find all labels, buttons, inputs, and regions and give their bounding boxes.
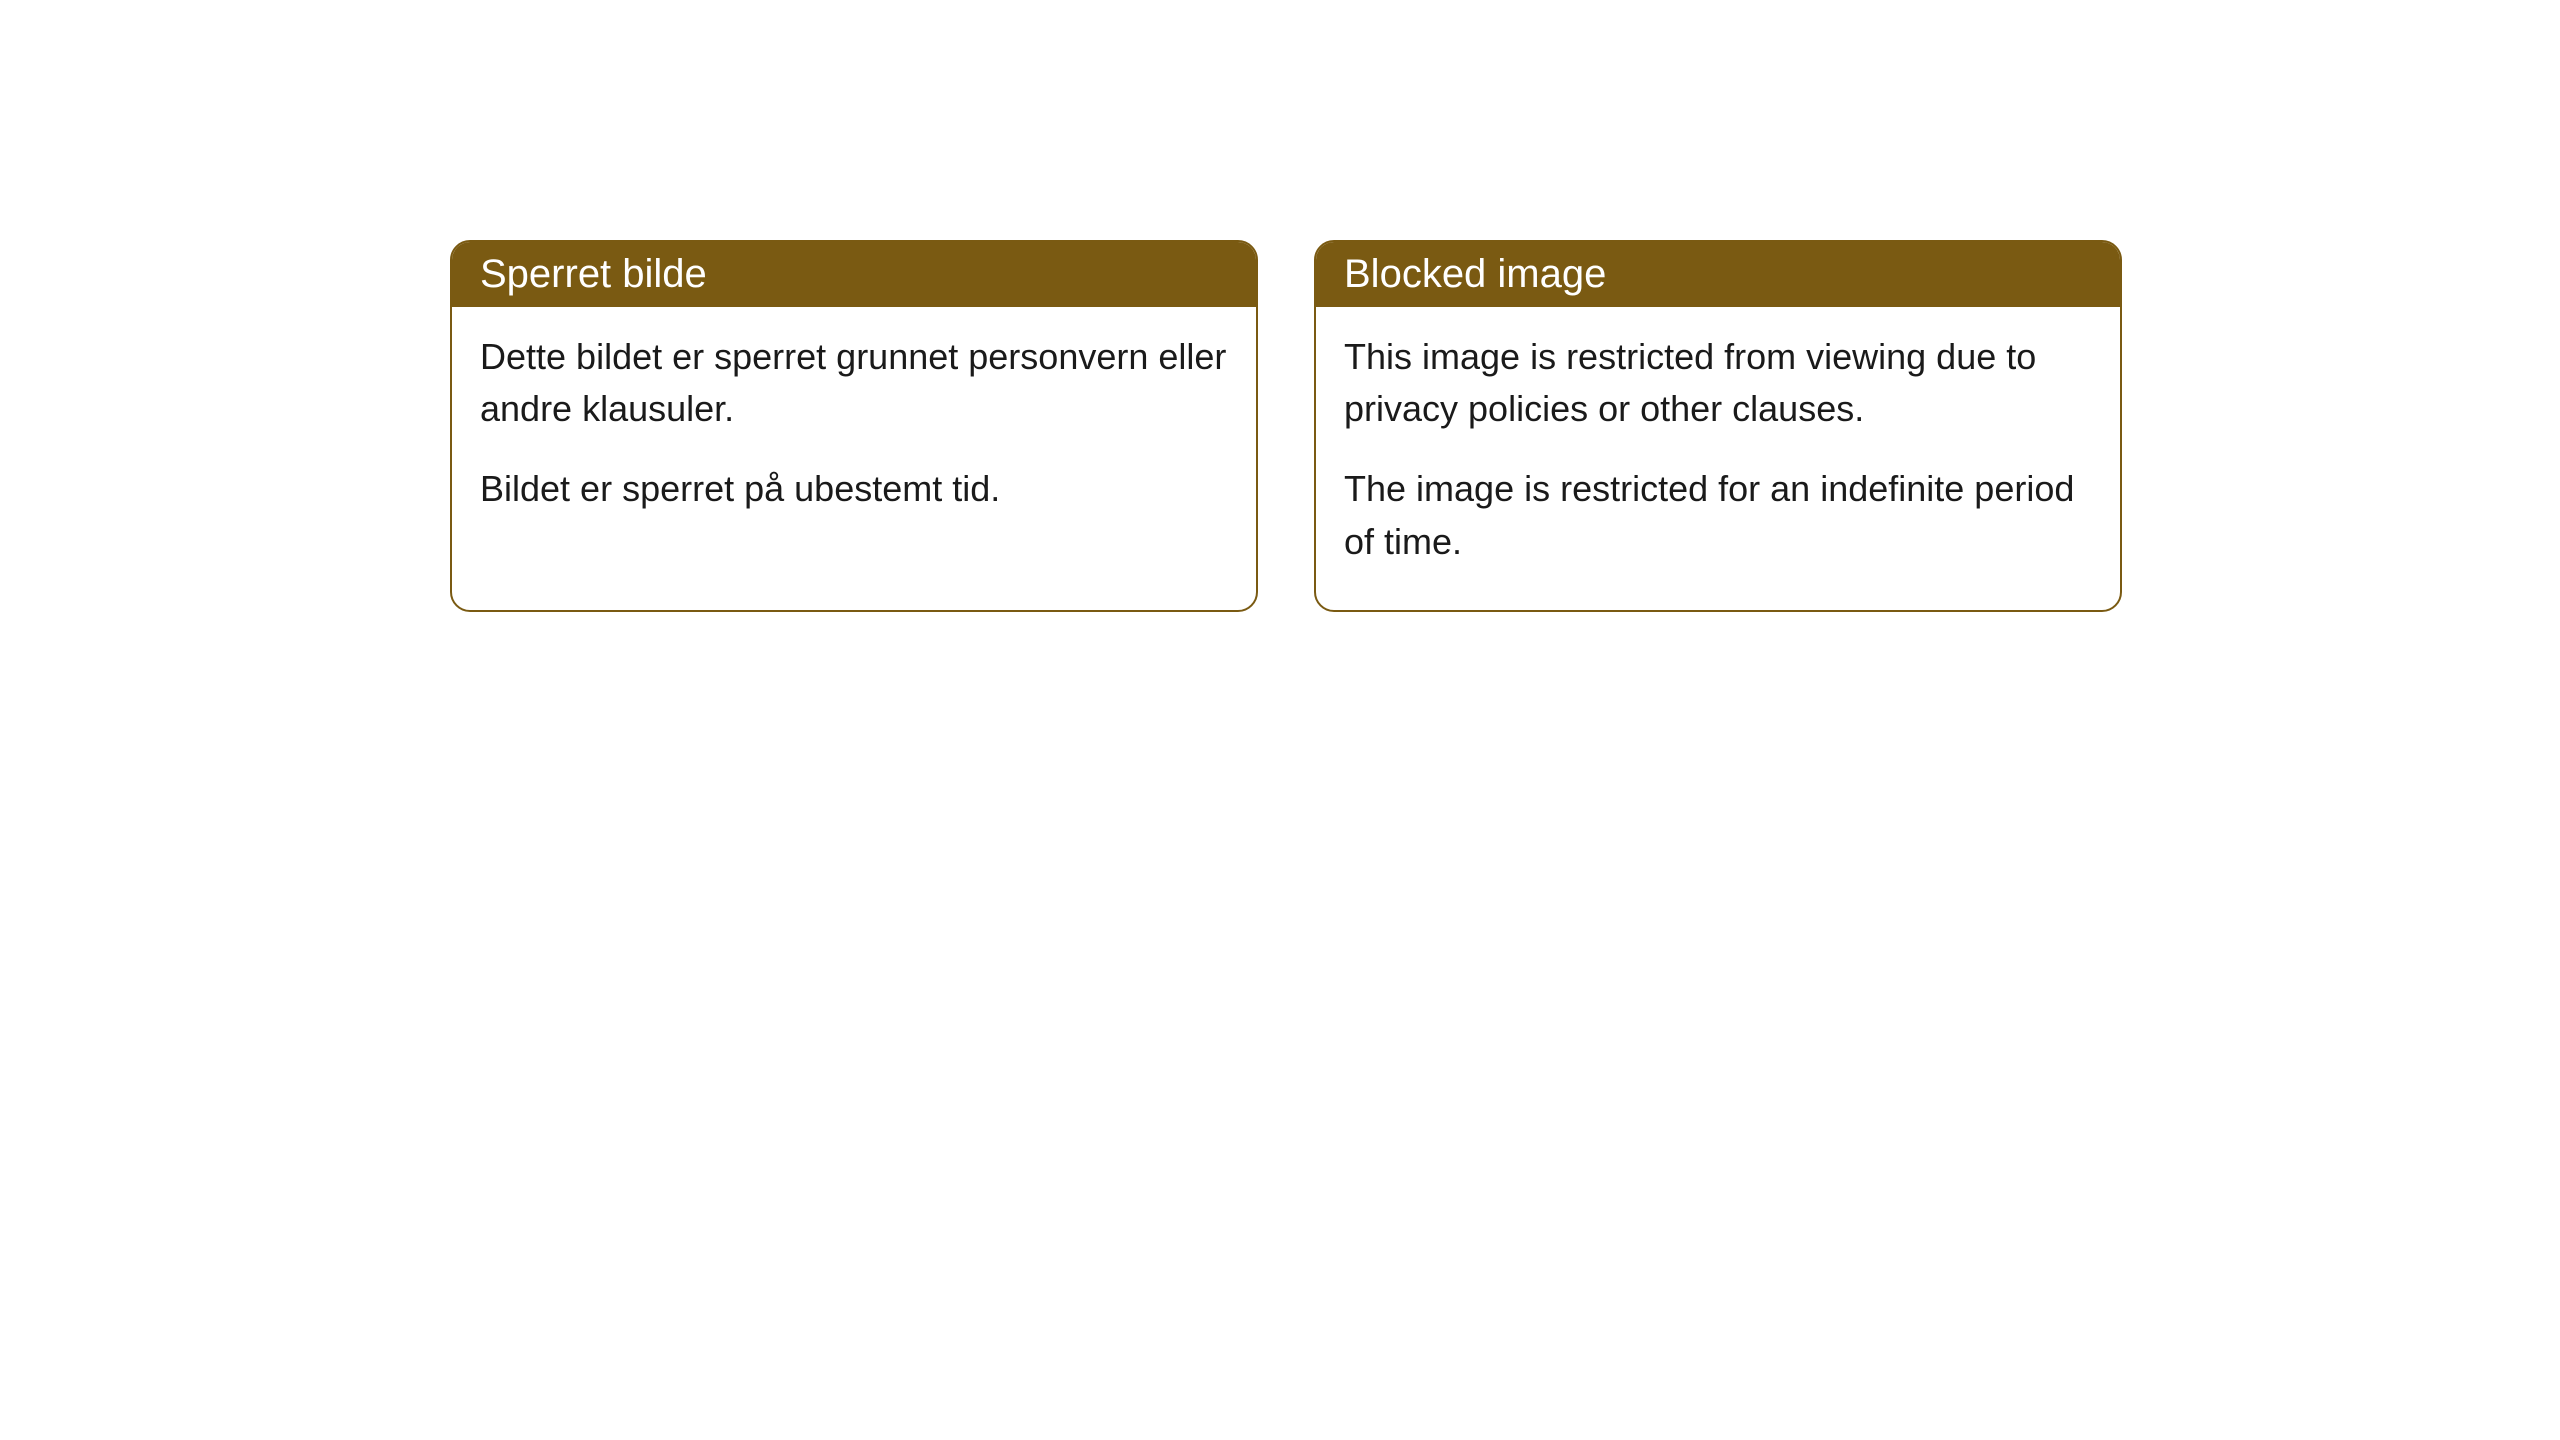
card-paragraph: This image is restricted from viewing du… <box>1344 331 2092 435</box>
notice-card-english: Blocked image This image is restricted f… <box>1314 240 2122 612</box>
notice-card-norwegian: Sperret bilde Dette bildet er sperret gr… <box>450 240 1258 612</box>
card-paragraph: Bildet er sperret på ubestemt tid. <box>480 463 1228 515</box>
card-body: Dette bildet er sperret grunnet personve… <box>452 307 1256 558</box>
card-title: Blocked image <box>1344 252 1606 296</box>
card-title: Sperret bilde <box>480 252 707 296</box>
card-header: Sperret bilde <box>452 242 1256 307</box>
card-header: Blocked image <box>1316 242 2120 307</box>
card-paragraph: Dette bildet er sperret grunnet personve… <box>480 331 1228 435</box>
card-body: This image is restricted from viewing du… <box>1316 307 2120 610</box>
notice-cards-container: Sperret bilde Dette bildet er sperret gr… <box>450 240 2122 612</box>
card-paragraph: The image is restricted for an indefinit… <box>1344 463 2092 567</box>
